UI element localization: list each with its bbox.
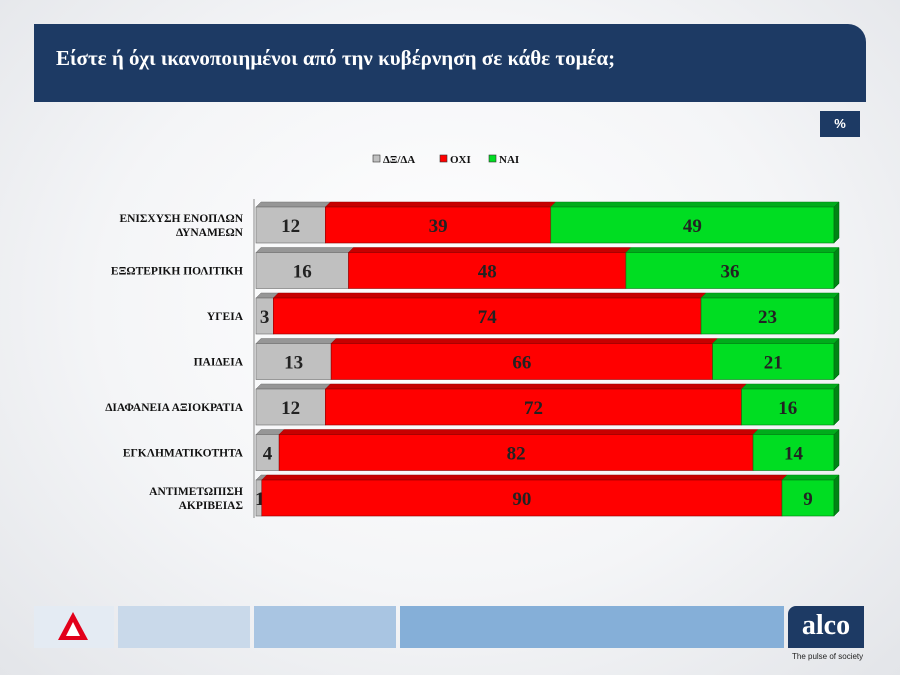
bar-top-2-1: [272, 292, 707, 299]
bar-top-1-2: [625, 247, 840, 253]
legend-label-0: ΔΞ/ΔΑ: [383, 154, 415, 166]
bar-top-1-0: [255, 247, 355, 253]
bar-5-2: [752, 434, 835, 471]
alco-logo: alco: [788, 606, 864, 648]
bar-top-6-2: [781, 474, 840, 481]
value-label-2-0: 3: [260, 307, 270, 328]
bar-top-4-0: [255, 383, 331, 390]
bar-4-2: [741, 388, 835, 426]
category-label-3: ΠΑΙΔΕΙΑ: [194, 357, 244, 369]
alco-tagline: The pulse of society: [792, 652, 864, 661]
bar-1-0: [255, 252, 349, 289]
bar-top-0-1: [324, 201, 557, 208]
bar-3-1: [330, 343, 713, 380]
footer-bar-3: [400, 606, 784, 648]
category-label-2: ΥΓΕΙΑ: [207, 311, 244, 323]
bar-top-3-0: [255, 338, 337, 344]
chart-title: Είστε ή όχι ικανοποιημένοι από την κυβέρ…: [56, 46, 616, 70]
bar-top-6-1: [261, 474, 788, 481]
legend-swatch-1: [439, 154, 448, 163]
legend-label-2: ΝΑΙ: [499, 154, 519, 166]
bar-4-0: [255, 388, 326, 426]
bar-1-2: [625, 252, 835, 289]
bar-top-2-2: [700, 292, 840, 299]
bar-0-2: [550, 206, 835, 244]
value-label-5-0: 4: [263, 444, 273, 465]
footer-bar-2: [254, 606, 396, 648]
bar-6-1: [261, 479, 783, 517]
bar-top-3-2: [712, 338, 840, 344]
unit-badge: %: [820, 111, 860, 137]
bar-top-0-0: [255, 201, 331, 208]
bar-side-1: [833, 246, 840, 290]
value-label-3-0: 13: [284, 353, 303, 374]
header-banner: Είστε ή όχι ικανοποιημένοι από την κυβέρ…: [34, 24, 866, 102]
bar-side-5: [833, 428, 840, 472]
value-label-1-2: 36: [720, 262, 739, 283]
value-label-5-2: 14: [784, 444, 804, 465]
value-label-6-2: 9: [803, 489, 813, 510]
category-label-4: ΔΙΑΦΑΝΕΙΑ ΑΞΙΟΚΡΑΤΙΑ: [105, 402, 243, 414]
value-label-2-1: 74: [478, 307, 498, 328]
bar-top-4-2: [740, 383, 840, 390]
bar-0-1: [325, 206, 552, 244]
bar-side-0: [833, 201, 840, 244]
value-label-0-2: 49: [683, 216, 702, 237]
legend-label-1: ΟΧΙ: [450, 154, 471, 166]
alpha-logo-icon: [58, 612, 88, 640]
bar-side-2: [833, 292, 840, 335]
legend-swatch-2: [488, 154, 497, 163]
value-label-5-1: 82: [507, 444, 526, 465]
legend-swatch-0: [372, 154, 381, 163]
bar-side-6: [833, 474, 840, 517]
bar-4-1: [325, 388, 742, 426]
category-label-6: ΑΝΤΙΜΕΤΩΠΙΣΗ ΑΚΡΙΒΕΙΑΣ: [149, 486, 243, 512]
value-label-0-1: 39: [429, 216, 448, 237]
bar-2-1: [273, 297, 702, 335]
category-label-1: ΕΞΩΤΕΡΙΚΗ ΠΟΛΙΤΙΚΗ: [111, 266, 243, 278]
bar-1-1: [348, 252, 627, 289]
bar-top-5-1: [278, 429, 759, 435]
bar-5-1: [278, 434, 754, 471]
value-label-6-0: 1: [255, 489, 265, 510]
bar-top-5-2: [752, 429, 840, 435]
alpha-news-logo: [34, 606, 114, 648]
value-label-4-2: 16: [778, 398, 797, 419]
bar-side-4: [833, 383, 840, 426]
value-label-1-1: 48: [478, 262, 497, 283]
category-label-0: ΕΝΙΣΧΥΣΗ ΕΝΟΠΛΩΝ ΔΥΝΑΜΕΩΝ: [119, 213, 243, 239]
value-label-3-1: 66: [512, 353, 531, 374]
value-label-6-1: 90: [512, 489, 531, 510]
footer-bar-1: [118, 606, 250, 648]
value-label-1-0: 16: [293, 262, 312, 283]
value-label-4-1: 72: [524, 398, 543, 419]
bar-top-1-1: [347, 247, 632, 253]
bar-top-0-2: [550, 201, 840, 208]
bar-side-3: [833, 337, 840, 381]
category-label-5: ΕΓΚΛΗΜΑΤΙΚΟΤΗΤΑ: [123, 448, 244, 460]
bar-top-4-1: [324, 383, 748, 390]
bar-3-0: [255, 343, 332, 380]
value-label-4-0: 12: [281, 398, 300, 419]
bar-3-2: [712, 343, 835, 380]
value-label-0-0: 12: [281, 216, 300, 237]
value-label-3-2: 21: [764, 353, 783, 374]
value-label-2-2: 23: [758, 307, 777, 328]
bar-top-3-1: [330, 338, 719, 344]
bar-2-2: [700, 297, 835, 335]
